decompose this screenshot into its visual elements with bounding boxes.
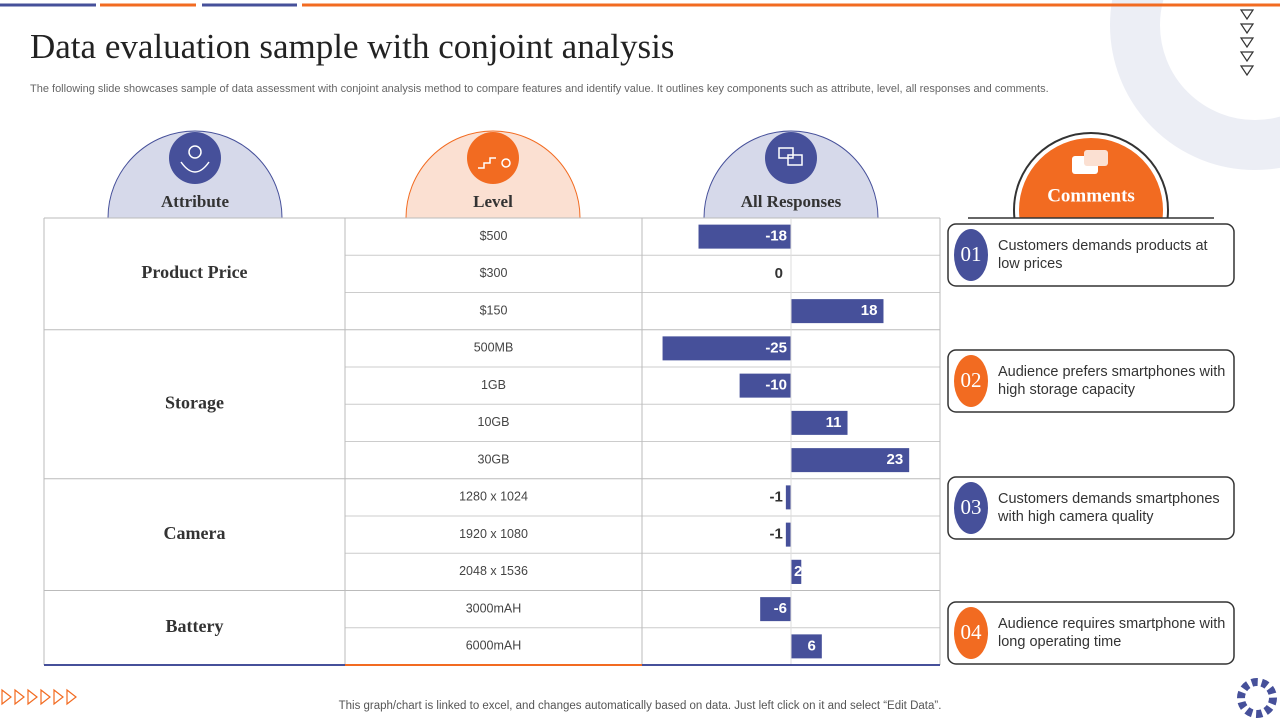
bar	[662, 336, 791, 361]
comment-text: Customers demands products at low prices	[998, 238, 1208, 272]
comment-number: 04	[961, 620, 983, 644]
comment-text: Audience prefers smartphones with high s…	[998, 364, 1226, 398]
column-header: All Responses	[741, 192, 842, 211]
decor	[1110, 0, 1280, 170]
icon-glyph	[1072, 150, 1108, 174]
comment-box	[947, 349, 1235, 413]
value-label: -25	[765, 339, 787, 356]
number-badge	[954, 229, 988, 281]
level-label: 2048 x 1536	[459, 564, 528, 578]
value-label: 11	[826, 414, 842, 431]
level-label: 10GB	[478, 415, 510, 429]
bar	[791, 299, 884, 324]
value-label: 6	[807, 637, 815, 654]
attribute-label: Storage	[165, 392, 224, 412]
comment-box	[947, 476, 1235, 540]
attribute-label: Product Price	[141, 262, 247, 282]
comment-text: Customers demands smartphones with high …	[998, 491, 1220, 525]
level-label: $300	[480, 266, 508, 280]
level-label: 1920 x 1080	[459, 527, 528, 541]
value-label: 18	[861, 302, 878, 319]
level-label: $500	[480, 229, 508, 243]
bar	[791, 448, 910, 473]
column-header: Attribute	[161, 192, 229, 211]
footer: This graph/chart is linked to excel, and…	[339, 700, 942, 712]
value-label: -1	[770, 526, 783, 543]
comment-number: 03	[961, 495, 982, 519]
attribute-label: Battery	[166, 616, 224, 636]
level-label: 6000mAH	[466, 639, 522, 653]
comment-box	[947, 223, 1235, 287]
level-label: 30GB	[478, 452, 510, 466]
level-label: $150	[480, 303, 508, 317]
level-label: 1GB	[481, 378, 506, 392]
number-badge	[954, 355, 988, 407]
bar	[791, 410, 848, 435]
value-label: -6	[774, 600, 787, 617]
subtitle: The following slide showcases sample of …	[30, 83, 1049, 95]
value-label: 23	[886, 451, 903, 468]
bar	[698, 224, 791, 249]
level-label: 500MB	[474, 341, 514, 355]
decor	[1, 9, 1255, 706]
gear	[1237, 678, 1277, 718]
comment-box	[947, 601, 1235, 665]
comments-header	[1013, 132, 1169, 218]
number-badge	[954, 482, 988, 534]
level-label: 1280 x 1024	[459, 490, 528, 504]
bar	[739, 373, 791, 398]
value-label: 0	[775, 265, 783, 282]
bar	[791, 634, 822, 659]
comment-text: Audience requires smartphone with long o…	[998, 616, 1226, 650]
attribute-label: Camera	[164, 523, 226, 543]
bar	[785, 485, 791, 510]
value-label: -10	[765, 377, 787, 394]
bar	[760, 597, 791, 622]
column-header: Level	[473, 192, 513, 211]
value-label: -1	[770, 488, 783, 505]
bar	[785, 522, 791, 547]
level-label: 3000mAH	[466, 601, 522, 615]
comment-number: 02	[961, 368, 982, 392]
title: Data evaluation sample with conjoint ana…	[30, 27, 674, 66]
label-bg	[791, 559, 801, 584]
comment-number: 01	[961, 242, 982, 266]
number-badge	[954, 607, 988, 659]
value-label: -18	[765, 228, 787, 245]
comments-title: Comments	[1047, 185, 1135, 206]
icon-glyph	[180, 145, 803, 173]
value-label: 2	[794, 563, 802, 580]
